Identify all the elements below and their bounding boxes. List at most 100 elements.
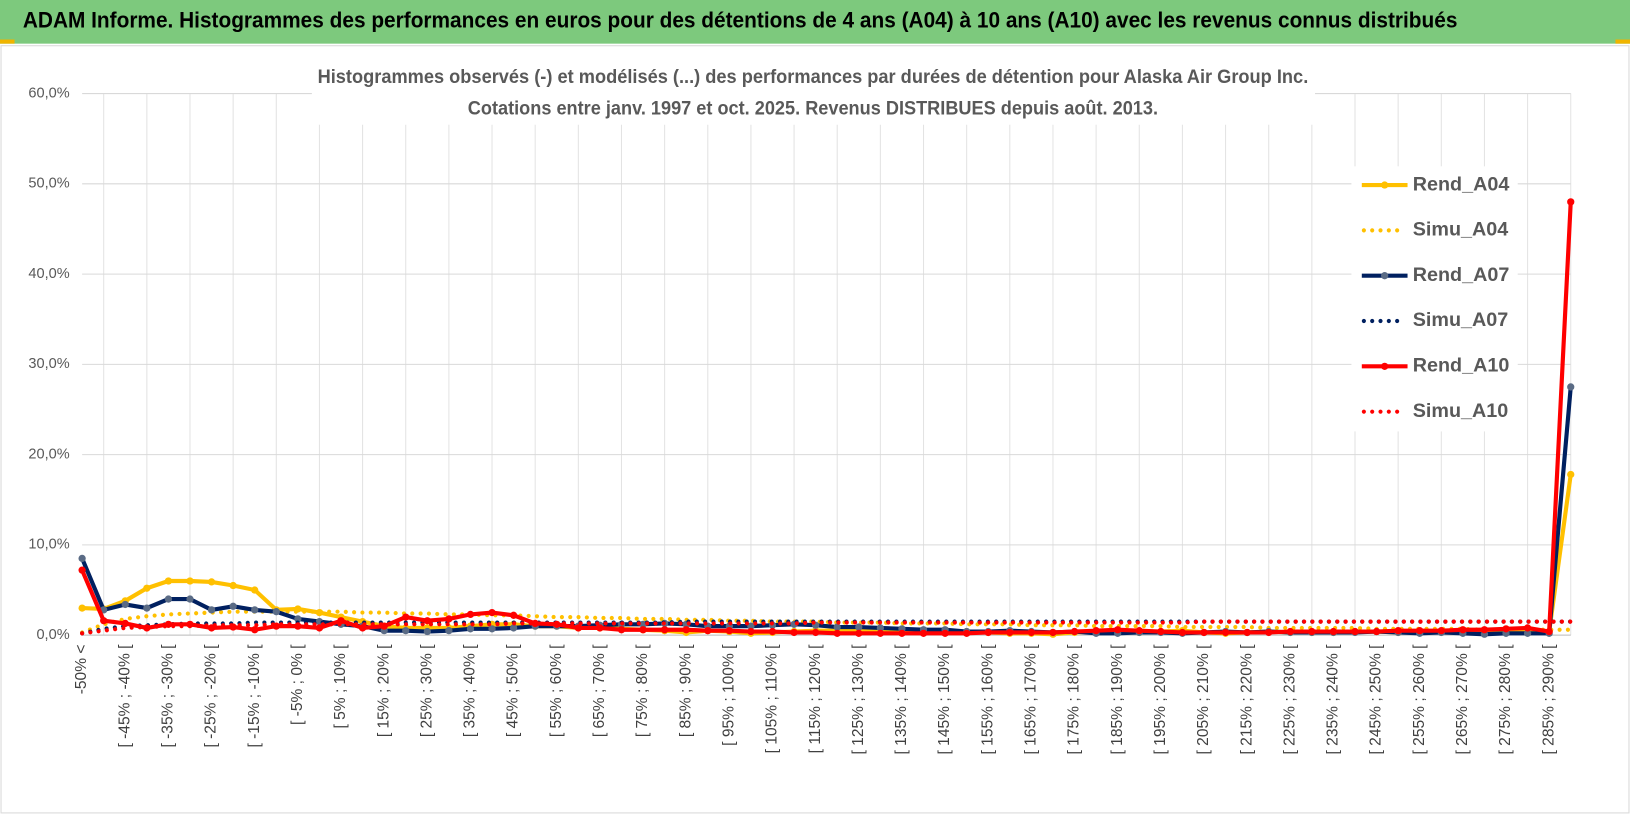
x-tick-label: [ 115% ; 120% [ [807,644,824,753]
data-point [1070,627,1079,636]
data-point [747,622,755,630]
y-tick-label: 30,0% [28,356,69,372]
data-point [1394,627,1402,635]
data-point [1372,627,1381,636]
title-backdrop [311,62,1316,125]
legend-label: Rend_A10 [1413,355,1510,377]
x-tick-label: [ 255% ; 260% [ [1411,644,1428,755]
data-point [768,627,777,636]
data-point [1523,629,1532,637]
data-point [855,623,863,631]
y-tick-label: 60,0% [28,85,69,101]
x-tick-label: [ 95% ; 100% [ [720,644,737,746]
data-point [1567,470,1575,479]
data-point [984,628,992,637]
legend-label: Rend_A07 [1413,264,1510,286]
data-point [1049,628,1057,637]
legend: Rend_A04 Simu_A04 Rend_A07 Simu_A07 Rend_A10… [1351,166,1518,432]
data-point [78,604,86,612]
x-tick-label: -50% < [73,645,90,695]
data-point [833,623,841,631]
data-point [78,566,86,574]
data-point [186,577,194,585]
data-point [1178,628,1187,637]
data-point [509,611,518,619]
data-point [898,629,906,637]
legend-label: Simu_A07 [1413,309,1509,331]
data-point [164,595,173,603]
data-point [294,615,302,623]
data-point [1006,628,1014,637]
data-point [596,624,604,632]
data-point [315,624,324,632]
data-point [855,629,863,637]
x-tick-label: [ 145% ; 150% [ [936,644,953,755]
data-point [121,600,129,609]
data-point [466,625,475,633]
data-point [725,627,733,635]
x-tick-label: [ -25% ; -20% [ [203,644,220,748]
x-tick-label: [ 205% ; 210% [ [1195,644,1212,755]
x-tick-label: [ 65% ; 70% [ [591,644,608,737]
data-point [919,629,928,637]
legend-marker [1381,181,1389,189]
legend-label: Simu_A04 [1413,219,1509,241]
data-point [121,619,129,628]
data-point [1567,383,1575,391]
x-tick-label: [ 175% ; 180% [ [1066,644,1083,755]
x-tick-label: [ 245% ; 250% [ [1368,644,1385,755]
x-tick-label: [ 195% ; 200% [ [1152,644,1169,755]
x-tick-label: [ 45% ; 50% [ [505,644,522,737]
data-point [445,615,453,623]
header-accent [1615,39,1630,44]
data-point [1157,627,1165,636]
data-point [445,627,453,635]
data-point [488,625,496,633]
y-tick-label: 20,0% [28,446,69,462]
data-point [423,617,431,625]
data-point [207,578,216,586]
x-tick-label: [ 85% ; 90% [ [677,644,694,737]
x-tick-label: [ 25% ; 30% [ [418,644,435,737]
x-tick-label: [ 155% ; 160% [ [979,644,996,755]
data-point [812,628,820,637]
x-tick-label: [ 15% ; 20% [ [375,644,392,737]
x-tick-label: [ -35% ; -30% [ [160,644,177,748]
header-accent [0,39,15,44]
data-point [1502,625,1510,633]
plot-area: 0,0% 10,0% 20,0% 30,0% 40,0% 50,0% 60,0% -50% <… [28,85,1575,755]
data-point [1523,624,1532,632]
x-tick-label: [ 5% ; 10% [ [332,644,349,729]
x-tick-label: [ 105% ; 110% [ [764,644,781,753]
data-point [1200,628,1208,637]
data-point [1437,627,1445,635]
data-point [1567,198,1575,206]
data-point [1286,627,1294,636]
data-point [423,627,431,636]
x-tick-label: [ 35% ; 40% [ [462,644,479,737]
data-point [251,626,259,634]
data-point [100,617,108,625]
data-point [402,613,410,621]
x-tick-label: [ 185% ; 190% [ [1109,644,1126,755]
data-point [1308,627,1316,636]
data-point [660,626,669,634]
chart-subtitle: Cotations entre janv. 1997 et oct. 2025.… [468,97,1158,119]
x-tick-label: [ 235% ; 240% [ [1325,644,1342,755]
data-point [1329,627,1338,636]
x-tick-label: [ 135% ; 140% [ [893,644,910,755]
data-point [488,608,496,617]
data-point [402,627,410,635]
data-point [251,586,259,594]
chart-frame [0,45,1630,814]
data-point [574,624,582,632]
x-tick-label: [ -15% ; -10% [ [246,644,263,748]
x-tick-label: [ -45% ; -40% [ [116,644,133,748]
legend-marker [1381,272,1389,280]
legend-label: Rend_A04 [1413,173,1510,195]
data-point [1221,628,1230,637]
chart-title: Histogrammes observés (-) et modélisés (… [318,66,1309,88]
x-tick-label: [ 55% ; 60% [ [548,644,565,737]
y-tick-label: 40,0% [28,266,69,282]
